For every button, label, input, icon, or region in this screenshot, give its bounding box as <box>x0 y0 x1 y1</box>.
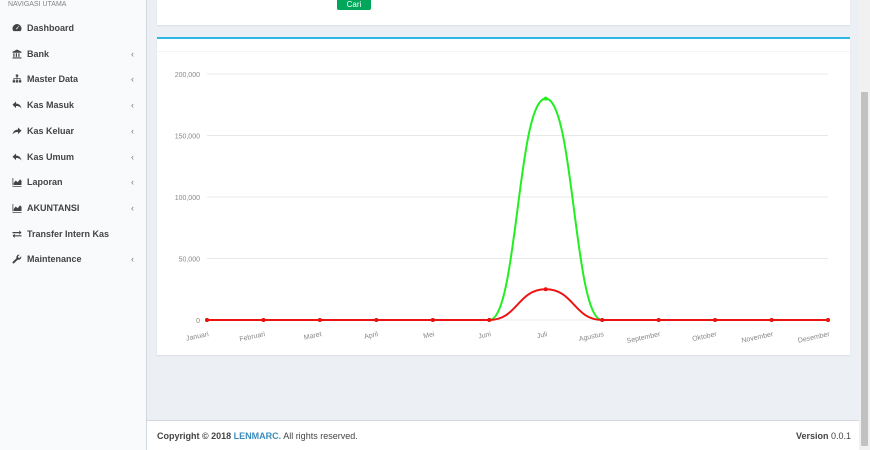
line-chart: 0 50,000 100,000 150,000 200,000 Januari Febru… <box>175 72 831 345</box>
sidebar-item-label: Maintenance <box>27 254 82 265</box>
sidebar-item-label: AKUNTANSI <box>27 202 80 213</box>
x-tick-label: Oktober <box>692 331 718 343</box>
data-point <box>600 318 605 322</box>
area-chart-icon <box>11 202 22 213</box>
data-point <box>430 318 435 322</box>
sidebar-item-kas-umum[interactable]: Kas Umum ‹ <box>0 146 146 168</box>
y-tick-label: 50,000 <box>179 257 201 264</box>
sidebar-header: NAVIGASI UTAMA <box>8 1 67 8</box>
x-tick-label: Januari <box>185 331 209 343</box>
footer-copyright: Copyright © 2018 LENMARC. All rights res… <box>157 431 358 441</box>
bank-icon <box>11 48 22 59</box>
sidebar-item-bank[interactable]: Bank ‹ <box>0 43 146 65</box>
data-point <box>826 318 830 322</box>
chevron-left-icon: ‹ <box>131 48 134 59</box>
brand-link[interactable]: LENMARC. <box>233 431 282 441</box>
sidebar-item-label: Transfer Intern Kas <box>27 228 110 239</box>
dashboard-icon <box>11 23 22 34</box>
x-tick-label: Desember <box>797 331 831 345</box>
footer: Copyright © 2018 LENMARC. All rights res… <box>147 420 859 450</box>
chevron-left-icon: ‹ <box>131 125 134 136</box>
data-point <box>543 96 548 101</box>
exchange-icon <box>11 228 22 239</box>
wrench-icon <box>11 254 22 265</box>
sidebar-item-maintenance[interactable]: Maintenance ‹ <box>0 248 146 270</box>
chevron-left-icon: ‹ <box>131 100 134 111</box>
panel-header-divider <box>157 51 850 52</box>
data-point <box>205 318 209 322</box>
chevron-left-icon: ‹ <box>131 254 134 265</box>
rights-text: All rights reserved. <box>283 431 358 441</box>
sidebar-item-dashboard[interactable]: Dashboard <box>0 17 146 39</box>
series-line-0 <box>207 97 828 321</box>
x-tick-label: September <box>626 331 662 345</box>
x-tick-label: Februari <box>239 331 266 343</box>
data-point <box>769 318 774 322</box>
sidebar-item-kas-keluar[interactable]: Kas Keluar ‹ <box>0 120 146 142</box>
x-tick-label: Juli <box>536 331 548 340</box>
reply-icon <box>11 151 22 162</box>
sidebar-item-transfer-intern-kas[interactable]: Transfer Intern Kas <box>0 223 146 245</box>
sidebar-item-label: Dashboard <box>27 23 75 33</box>
sidebar-item-akuntansi[interactable]: AKUNTANSI ‹ <box>0 197 146 219</box>
series-line-1 <box>207 288 828 321</box>
data-point <box>374 318 379 322</box>
data-point <box>656 318 661 322</box>
data-point <box>317 318 322 322</box>
chevron-left-icon: ‹ <box>131 151 134 162</box>
scrollbar-thumb[interactable] <box>861 92 868 446</box>
sidebar-item-label: Kas Umum <box>27 151 75 162</box>
sidebar-item-label: Kas Keluar <box>27 125 75 136</box>
chart-panel: 0 50,000 100,000 150,000 200,000 Januari Febru… <box>157 37 850 355</box>
y-tick-label: 200,000 <box>175 72 200 79</box>
area-chart-icon <box>11 177 22 188</box>
x-tick-label: Juni <box>478 331 492 341</box>
x-tick-label: Mei <box>423 331 436 340</box>
chevron-left-icon: ‹ <box>131 74 134 85</box>
x-tick-label: Maret <box>303 331 322 342</box>
data-point <box>487 318 492 322</box>
version-label: Version <box>795 431 829 441</box>
copyright-prefix: Copyright © 2018 <box>157 431 232 441</box>
sidebar-item-label: Master Data <box>27 74 79 85</box>
y-tick-label: 100,000 <box>175 195 200 202</box>
sidebar-item-label: Laporan <box>27 177 63 188</box>
y-tick-label: 0 <box>196 318 200 325</box>
sidebar: NAVIGASI UTAMA Dashboard Bank ‹ Master Data… <box>0 0 147 450</box>
x-tick-label: Agustus <box>578 331 605 343</box>
footer-version: Version 0.0.1 <box>796 431 851 441</box>
search-box-panel: Cari <box>157 0 850 25</box>
sidebar-item-kas-masuk[interactable]: Kas Masuk ‹ <box>0 94 146 116</box>
sidebar-item-laporan[interactable]: Laporan ‹ <box>0 171 146 193</box>
sidebar-item-label: Kas Masuk <box>27 100 75 111</box>
search-button[interactable]: Cari <box>337 0 371 10</box>
sitemap-icon <box>11 74 22 85</box>
x-tick-label: April <box>364 331 380 341</box>
x-tick-label: November <box>741 331 775 345</box>
data-point <box>543 287 548 292</box>
version-value: 0.0.1 <box>830 431 851 441</box>
chevron-left-icon: ‹ <box>131 177 134 188</box>
reply-icon <box>11 100 22 111</box>
chevron-left-icon: ‹ <box>131 202 134 213</box>
data-point <box>713 318 718 322</box>
data-point <box>261 318 266 322</box>
y-tick-label: 150,000 <box>175 134 200 141</box>
share-icon <box>11 125 22 136</box>
sidebar-item-label: Bank <box>27 48 50 59</box>
sidebar-item-master-data[interactable]: Master Data ‹ <box>0 68 146 90</box>
